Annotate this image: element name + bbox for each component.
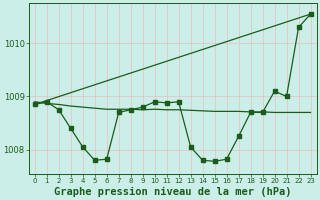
X-axis label: Graphe pression niveau de la mer (hPa): Graphe pression niveau de la mer (hPa) [54,186,292,197]
